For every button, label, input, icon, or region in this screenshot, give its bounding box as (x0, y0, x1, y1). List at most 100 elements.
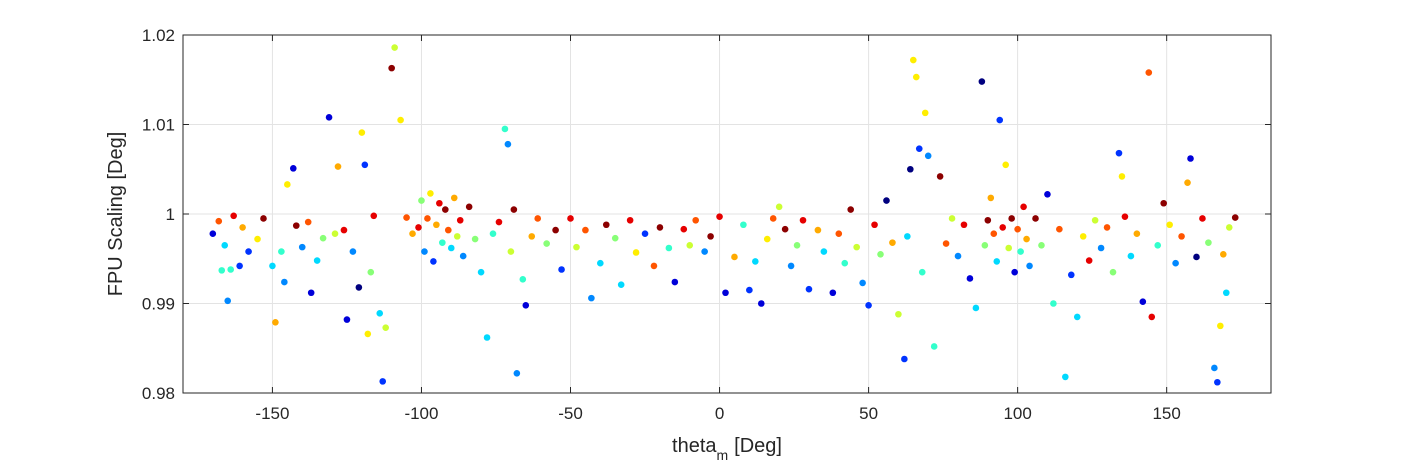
data-point (716, 213, 723, 220)
data-point (626, 216, 634, 224)
data-point (835, 230, 843, 237)
data-point (602, 221, 610, 229)
data-point (707, 233, 714, 240)
x-axis-label-unit: [Deg] (734, 435, 782, 457)
data-point (224, 297, 232, 305)
data-point (1032, 215, 1039, 222)
data-point (1217, 322, 1224, 330)
data-point (960, 221, 968, 229)
data-point (436, 199, 443, 207)
x-tick-label: 0 (715, 404, 724, 423)
data-point (921, 109, 929, 117)
data-point (1103, 224, 1111, 231)
data-point (331, 230, 339, 237)
data-point (459, 252, 467, 260)
data-point (871, 221, 878, 229)
data-point (379, 378, 387, 385)
data-point (757, 300, 765, 307)
data-point (1050, 300, 1057, 307)
data-point (343, 316, 351, 323)
data-point (391, 44, 398, 51)
data-point (1091, 216, 1099, 224)
data-point (936, 173, 944, 180)
data-point (641, 230, 649, 237)
data-point (656, 224, 664, 231)
data-point (424, 215, 431, 222)
data-point (987, 194, 995, 202)
data-point (495, 218, 503, 226)
data-point (218, 267, 226, 274)
data-point (588, 294, 595, 302)
data-point (877, 250, 884, 258)
data-point (722, 289, 729, 297)
data-point (895, 310, 902, 318)
data-point (358, 129, 366, 136)
data-point (1056, 225, 1063, 233)
data-point (388, 64, 395, 72)
data-point (841, 259, 849, 267)
data-point (763, 235, 771, 243)
data-point (453, 233, 461, 240)
data-point (1017, 248, 1024, 255)
data-point (999, 224, 1007, 231)
data-point (367, 268, 375, 276)
data-point (889, 239, 896, 246)
data-point (746, 286, 753, 294)
data-point (781, 225, 789, 233)
data-point (447, 244, 455, 252)
data-point (901, 355, 908, 363)
data-point (910, 56, 917, 64)
data-point (254, 235, 261, 243)
y-tick-label: 1 (166, 205, 175, 224)
data-point (865, 301, 872, 309)
data-point (1118, 173, 1126, 180)
x-axis-label: thetam [Deg] (672, 435, 782, 463)
data-point (1109, 268, 1117, 276)
data-point (289, 165, 297, 172)
data-point (415, 224, 422, 231)
data-point (1026, 262, 1033, 270)
data-point (611, 234, 619, 242)
data-point (1038, 242, 1045, 249)
data-point (1225, 224, 1233, 231)
y-tick-label: 0.99 (142, 295, 175, 314)
y-axis-label: FPU Scaling [Deg] (105, 132, 127, 297)
data-point (403, 214, 410, 221)
data-point (948, 215, 956, 222)
data-point (996, 116, 1004, 124)
data-point (1127, 252, 1135, 260)
data-point (1121, 213, 1129, 220)
data-point (918, 268, 926, 276)
data-point (573, 243, 580, 251)
data-point (1222, 289, 1230, 297)
data-point (418, 197, 425, 204)
data-point (972, 304, 980, 312)
data-point (1014, 225, 1021, 233)
x-tick-label: -150 (255, 404, 289, 423)
data-point (558, 266, 565, 273)
data-point (981, 242, 989, 249)
data-point (522, 301, 530, 309)
data-point (1205, 239, 1212, 246)
x-tick-label: -50 (558, 404, 583, 423)
x-axis-ticks: -150 -100 -50 0 50 100 150 (255, 35, 1181, 423)
data-point (239, 224, 246, 231)
data-point (364, 330, 372, 338)
data-point (924, 152, 932, 160)
y-tick-label: 1.02 (142, 26, 175, 45)
data-point (304, 218, 312, 226)
data-point (442, 206, 449, 213)
data-point (769, 215, 777, 222)
data-point (915, 145, 923, 152)
data-point (430, 258, 437, 265)
data-point (799, 216, 807, 224)
data-point (814, 226, 822, 234)
data-point (954, 252, 962, 260)
data-point (510, 206, 518, 213)
data-point (740, 221, 747, 229)
data-point (993, 258, 1001, 265)
data-point (990, 230, 998, 237)
y-tick-label: 1.01 (142, 116, 175, 135)
data-point (1211, 364, 1218, 372)
data-point (787, 262, 795, 270)
